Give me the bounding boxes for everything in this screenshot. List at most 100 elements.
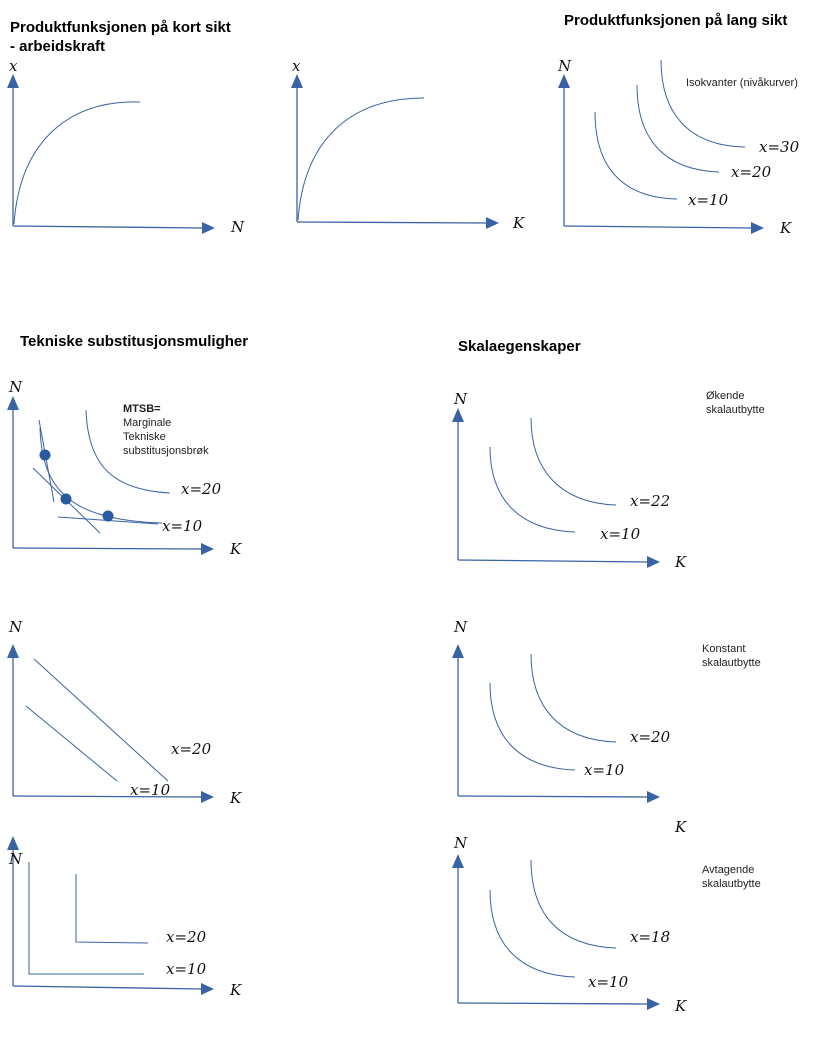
- axis-label-K: K: [229, 540, 242, 558]
- isoquant-L-shape: [75, 874, 149, 944]
- panel-perfect-substitutes: N K x=20 x=10: [7, 618, 242, 807]
- isoquant-curve: [636, 84, 720, 173]
- label-x20: x=20: [171, 740, 212, 758]
- label-x10: x=10: [162, 517, 203, 535]
- label-x10: x=10: [600, 525, 641, 543]
- x-axis: [12, 225, 204, 229]
- x-axis-arrow: [751, 222, 764, 234]
- tangent-point: [60, 493, 72, 505]
- x-axis-arrow: [647, 791, 660, 803]
- y-axis-arrow: [7, 396, 19, 410]
- label-x10: x=10: [166, 960, 207, 978]
- y-axis-arrow: [452, 408, 464, 422]
- x-axis-arrow: [647, 998, 660, 1010]
- x-axis-arrow: [647, 556, 660, 568]
- heading-scale: Skalaegenskaper: [458, 338, 581, 355]
- axis-label-N: N: [8, 618, 23, 636]
- isoquant-curve: [489, 446, 576, 533]
- axis-label-K: K: [674, 553, 687, 571]
- increasing-note-line1: Økende: [706, 390, 745, 402]
- x-axis: [12, 985, 203, 990]
- axis-label-N: N: [453, 618, 468, 636]
- y-axis-arrow: [7, 644, 19, 658]
- heading-long-run: Produktfunksjonen på lang sikt: [564, 12, 787, 29]
- isoquant-line: [33, 658, 169, 782]
- panel-short-run-capital: x K: [291, 57, 525, 232]
- x-axis-arrow: [201, 983, 214, 995]
- axis-label-x: x: [9, 57, 18, 75]
- tangent-point: [39, 449, 51, 461]
- axis-label-K: K: [229, 981, 242, 999]
- x-axis-arrow: [486, 217, 499, 229]
- panel-long-run-isoquants: N K Isokvanter (nivåkurver) x=30 x=20 x=…: [557, 57, 800, 237]
- isoquant-L-shape: [28, 862, 144, 975]
- isoquant-curve: [530, 653, 617, 743]
- axis-label-x: x: [292, 57, 301, 75]
- label-x30: x=30: [759, 138, 800, 156]
- axis-label-K: K: [674, 818, 687, 836]
- label-x10: x=10: [688, 191, 729, 209]
- mtsb-line3: Tekniske: [123, 431, 166, 443]
- panel-increasing-returns: N K Økende skalautbytte x=22 x=10: [452, 390, 765, 571]
- heading-short-run-line2: - arbeidskraft: [10, 38, 105, 55]
- decreasing-note-line2: skalautbytte: [702, 878, 761, 890]
- axis-label-N: N: [453, 390, 468, 408]
- y-axis-arrow: [452, 644, 464, 658]
- isoquant-curve: [594, 111, 678, 200]
- panel-decreasing-returns: N K Avtagende skalautbytte x=18 x=10: [452, 834, 761, 1015]
- label-x20: x=20: [181, 480, 222, 498]
- axis-label-N: N: [8, 378, 23, 396]
- x-axis-arrow: [202, 222, 215, 234]
- isoquant-curve: [530, 859, 617, 949]
- x-axis: [457, 1002, 649, 1005]
- isoquant-curve: [660, 59, 746, 148]
- mtsb-line4: substitusjonsbrøk: [123, 445, 209, 457]
- label-x10: x=10: [130, 781, 171, 799]
- isoquant-curve: [489, 682, 576, 771]
- isoquant-curve: [85, 409, 171, 494]
- label-x18: x=18: [630, 928, 670, 946]
- isoquants-note: Isokvanter (nivåkurver): [686, 77, 798, 89]
- mtsb-title: MTSB=: [123, 403, 161, 415]
- production-curve: [297, 97, 425, 221]
- label-x22: x=22: [630, 492, 670, 510]
- x-axis: [563, 225, 753, 229]
- increasing-note-line2: skalautbytte: [706, 404, 765, 416]
- x-axis: [457, 559, 649, 563]
- label-x20: x=20: [630, 728, 671, 746]
- axis-label-N: N: [453, 834, 468, 852]
- isoquant-line: [25, 705, 118, 782]
- heading-substitution: Tekniske substitusjonsmuligher: [20, 333, 248, 350]
- y-axis-arrow: [558, 74, 570, 88]
- panel-short-run-labour: x N: [7, 57, 245, 236]
- heading-short-run-line1: Produktfunksjonen på kort sikt: [10, 19, 231, 36]
- label-x10: x=10: [584, 761, 625, 779]
- panel-constant-returns: N K Konstant skalautbytte x=20 x=10: [452, 618, 761, 836]
- axis-label-K: K: [674, 997, 687, 1015]
- x-axis-arrow: [201, 543, 214, 555]
- tangent-line: [38, 419, 55, 503]
- axis-label-N: N: [557, 57, 572, 75]
- mtsb-line2: Marginale: [123, 417, 171, 429]
- tangent-point: [102, 510, 114, 522]
- axis-label-K: K: [779, 219, 792, 237]
- panel-substitution-mtsb: N K MTSB= Marginale Tekniske substitusjo…: [7, 378, 242, 558]
- y-axis-arrow: [7, 836, 19, 850]
- constant-note-line1: Konstant: [702, 643, 745, 655]
- production-curve: [13, 101, 141, 225]
- y-axis-arrow: [291, 74, 303, 88]
- x-axis: [457, 795, 649, 798]
- y-axis-arrow: [452, 854, 464, 868]
- axis-label-K: K: [229, 789, 242, 807]
- y-axis-arrow: [7, 74, 19, 88]
- isoquant-curve: [530, 417, 617, 506]
- axis-label-K: K: [512, 214, 525, 232]
- x-axis-arrow: [201, 791, 214, 803]
- axis-label-N: N: [230, 218, 245, 236]
- axis-label-N: N: [8, 850, 23, 868]
- x-axis: [12, 547, 203, 550]
- x-axis: [296, 221, 488, 224]
- isoquant-curve: [489, 889, 576, 978]
- label-x20: x=20: [731, 163, 772, 181]
